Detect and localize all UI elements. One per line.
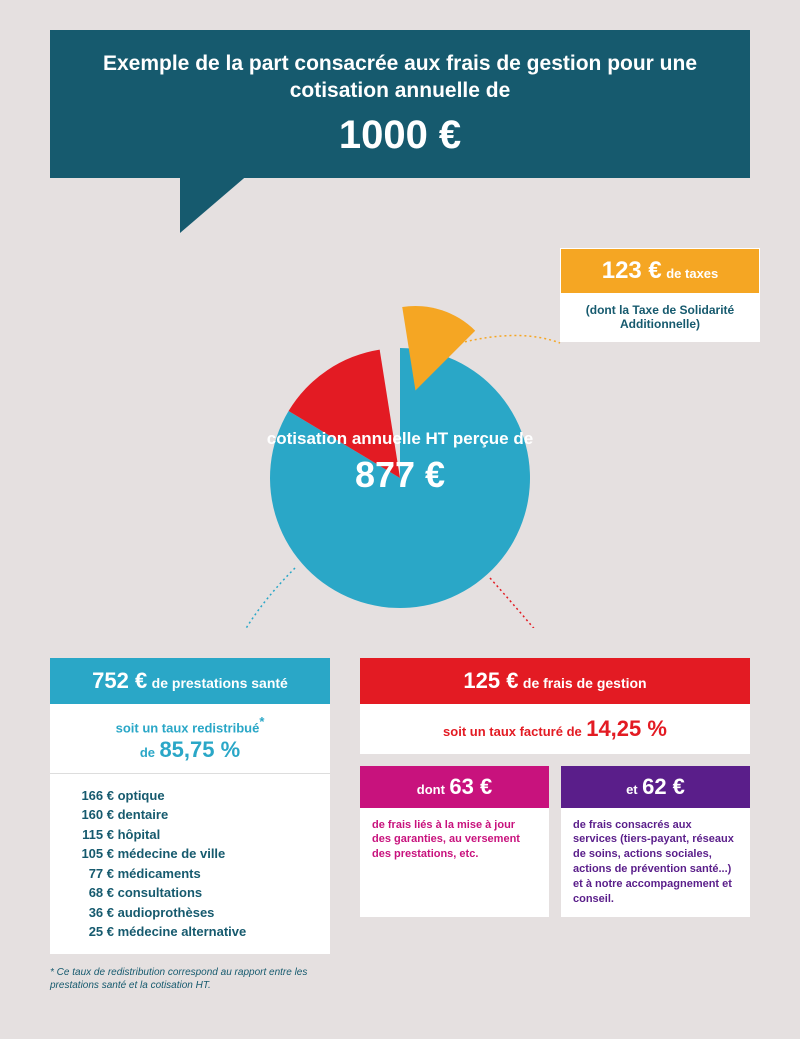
pie-center-value: 877 €: [267, 454, 533, 496]
bottom-columns: 752 € de prestations santé soit un taux …: [50, 658, 750, 992]
gestion-label: de frais de gestion: [523, 675, 647, 691]
gestion-split: dont 63 € de frais liés à la mise à jour…: [360, 766, 750, 917]
breakdown-row: 25 € médecine alternative: [66, 922, 314, 942]
breakdown-row: 115 € hôpital: [66, 825, 314, 845]
pie-center-text: cotisation annuelle HT perçue de: [267, 428, 533, 450]
split-left-amount: 63 €: [449, 774, 492, 799]
split-right-prefix: et: [626, 782, 638, 797]
prestations-amount: 752 €: [92, 668, 147, 693]
tax-box-body: (dont la Taxe de Solidarité Additionnell…: [561, 293, 759, 341]
breakdown-row: 105 € médecine de ville: [66, 844, 314, 864]
split-left-prefix: dont: [417, 782, 445, 797]
prestations-label: de prestations santé: [152, 675, 288, 691]
split-right-body: de frais consacrés aux services (tiers-p…: [561, 808, 750, 917]
footnote: * Ce taux de redistribution correspond a…: [50, 966, 330, 992]
chart-area: cotisation annuelle HT perçue de 877 € 1…: [50, 268, 750, 648]
tax-box: 123 € de taxes (dont la Taxe de Solidari…: [560, 248, 760, 342]
prestations-rate: soit un taux redistribué* de 85,75 %: [50, 704, 330, 774]
gestion-header: 125 € de frais de gestion: [360, 658, 750, 704]
prestations-rate-prefix: soit un taux redistribué: [116, 720, 260, 735]
split-left-header: dont 63 €: [360, 766, 549, 808]
gestion-box: 125 € de frais de gestion soit un taux f…: [360, 658, 750, 754]
split-left: dont 63 € de frais liés à la mise à jour…: [360, 766, 549, 917]
prestations-rate-prefix2: de: [140, 745, 155, 760]
gestion-column: 125 € de frais de gestion soit un taux f…: [360, 658, 750, 992]
tax-amount: 123 €: [602, 257, 662, 284]
breakdown-row: 68 € consultations: [66, 883, 314, 903]
prestations-rate-asterisk: *: [259, 714, 264, 729]
split-right-amount: 62 €: [642, 774, 685, 799]
prestations-header: 752 € de prestations santé: [50, 658, 330, 704]
breakdown-row: 77 € médicaments: [66, 864, 314, 884]
breakdown-row: 36 € audioprothèses: [66, 903, 314, 923]
prestations-box: 752 € de prestations santé soit un taux …: [50, 658, 330, 954]
header-amount: 1000 €: [80, 113, 720, 158]
prestations-column: 752 € de prestations santé soit un taux …: [50, 658, 330, 992]
gestion-amount: 125 €: [463, 668, 518, 693]
breakdown-row: 160 € dentaire: [66, 805, 314, 825]
tax-box-header: 123 € de taxes: [561, 249, 759, 293]
header-text: Exemple de la part consacrée aux frais d…: [80, 50, 720, 105]
split-right: et 62 € de frais consacrés aux services …: [561, 766, 750, 917]
gestion-rate-value: 14,25 %: [586, 716, 667, 741]
tax-label: de taxes: [666, 266, 718, 281]
gestion-rate: soit un taux facturé de 14,25 %: [360, 704, 750, 754]
breakdown-row: 166 € optique: [66, 786, 314, 806]
header-speech-bubble: Exemple de la part consacrée aux frais d…: [50, 30, 750, 178]
pie-center-label: cotisation annuelle HT perçue de 877 €: [267, 428, 533, 496]
split-right-header: et 62 €: [561, 766, 750, 808]
prestations-breakdown: 166 € optique160 € dentaire115 € hôpital…: [50, 774, 330, 954]
split-left-body: de frais liés à la mise à jour des garan…: [360, 808, 549, 873]
prestations-rate-value: 85,75 %: [159, 737, 240, 762]
gestion-rate-prefix: soit un taux facturé de: [443, 724, 582, 739]
